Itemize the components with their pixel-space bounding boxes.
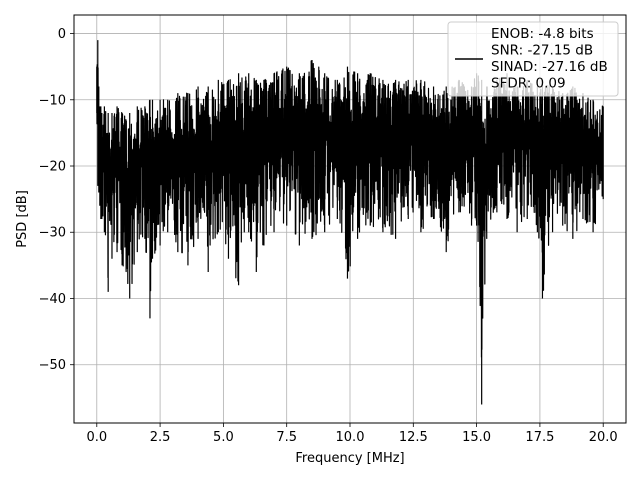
- x-tick-label: 12.5: [399, 430, 428, 445]
- legend-entry-line: SINAD: -27.16 dB: [491, 59, 608, 75]
- x-axis-label: Frequency [MHz]: [295, 451, 404, 466]
- psd-trace: [96, 40, 604, 405]
- x-tick-label: 2.5: [150, 430, 171, 445]
- y-tick-label: −30: [39, 226, 66, 241]
- legend-entry-line: SNR: -27.15 dB: [491, 43, 593, 59]
- y-tick-label: −10: [39, 93, 66, 108]
- legend-entry-line: ENOB: -4.8 bits: [491, 26, 594, 42]
- legend-entry-line: SFDR: 0.09: [491, 76, 566, 92]
- series-layer: [96, 40, 604, 405]
- y-tick-label: −20: [39, 160, 66, 175]
- x-tick-label: 5.0: [213, 430, 234, 445]
- x-tick-label: 0.0: [86, 430, 107, 445]
- y-tick-label: 0: [58, 27, 66, 42]
- legend-box: [447, 21, 619, 97]
- y-tick-label: −50: [39, 358, 66, 373]
- ticks: 0.0 2.5 5.0 7.5 10.0 12.5 15.0 17.5 20.0 0 −10 −20 −…: [39, 27, 618, 445]
- x-tick-label: 20.0: [589, 430, 618, 445]
- x-tick-label: 17.5: [525, 430, 554, 445]
- y-tick-label: −40: [39, 292, 66, 307]
- y-axis-label: PSD [dB]: [15, 190, 30, 248]
- x-tick-label: 7.5: [276, 430, 297, 445]
- x-tick-label: 10.0: [336, 430, 365, 445]
- x-tick-label: 15.0: [462, 430, 491, 445]
